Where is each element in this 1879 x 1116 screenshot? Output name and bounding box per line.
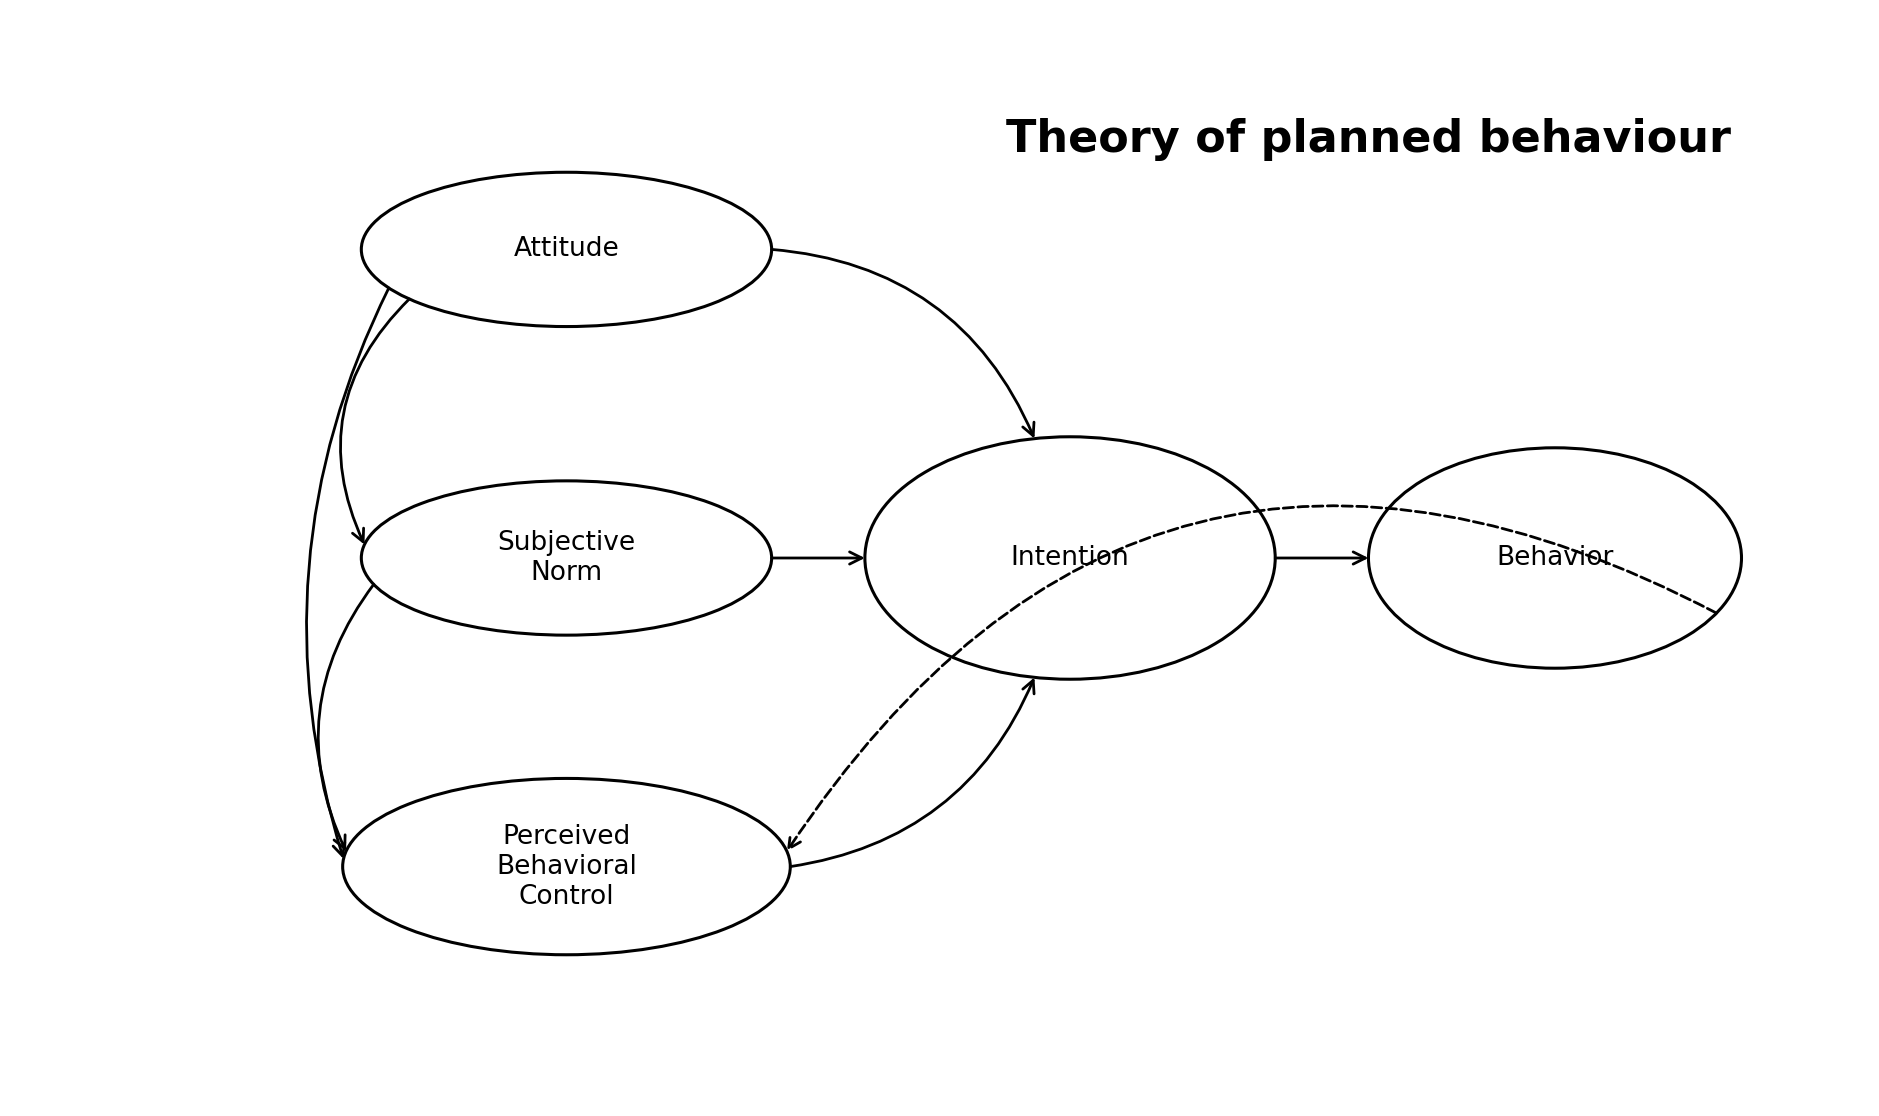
Text: Perceived
Behavioral
Control: Perceived Behavioral Control	[496, 824, 637, 910]
FancyArrowPatch shape	[772, 552, 862, 564]
Text: Behavior: Behavior	[1496, 545, 1614, 571]
FancyArrowPatch shape	[306, 288, 389, 856]
Text: Subjective
Norm: Subjective Norm	[498, 530, 635, 586]
Text: Intention: Intention	[1011, 545, 1129, 571]
FancyArrowPatch shape	[340, 299, 410, 541]
FancyArrowPatch shape	[791, 681, 1033, 867]
FancyArrowPatch shape	[772, 249, 1033, 435]
Ellipse shape	[342, 779, 791, 955]
FancyArrowPatch shape	[789, 506, 1717, 848]
Text: Theory of planned behaviour: Theory of planned behaviour	[1005, 117, 1731, 161]
Ellipse shape	[361, 172, 772, 327]
Text: Attitude: Attitude	[513, 237, 620, 262]
Ellipse shape	[1368, 448, 1742, 668]
FancyArrowPatch shape	[1276, 552, 1366, 564]
FancyArrowPatch shape	[318, 585, 374, 848]
Ellipse shape	[864, 436, 1276, 680]
Ellipse shape	[361, 481, 772, 635]
